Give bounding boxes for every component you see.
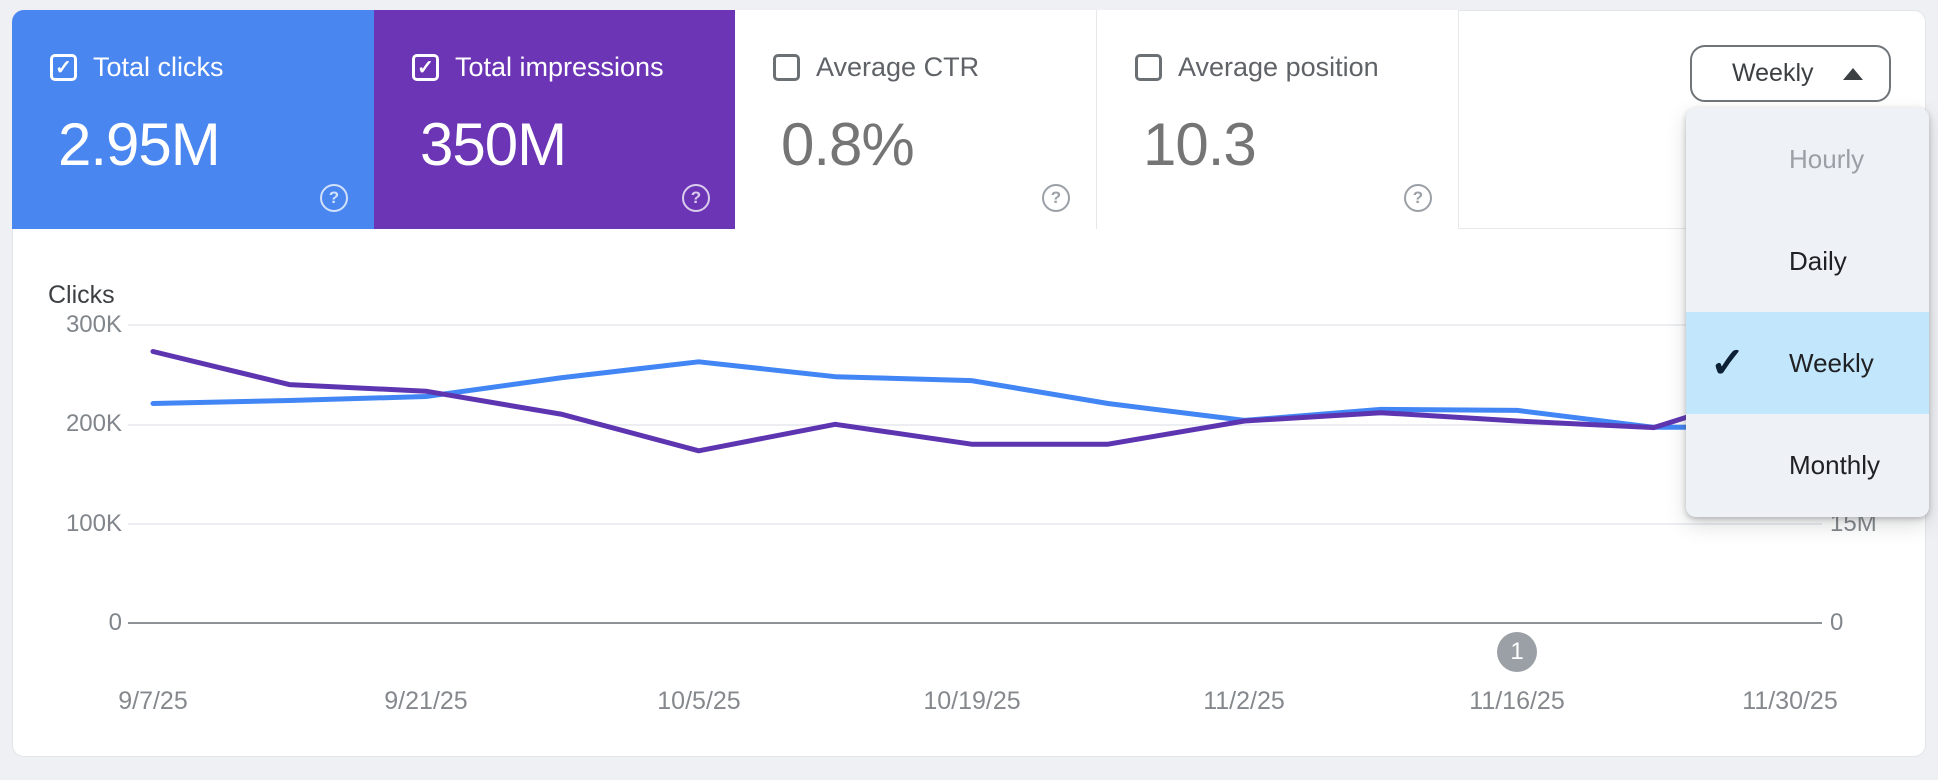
x-tick-0: 9/7/25 [118, 687, 188, 715]
x-tick-3: 10/19/25 [923, 687, 1021, 715]
x-axis-baseline [128, 622, 1822, 624]
help-icon[interactable]: ? [1404, 184, 1432, 212]
card-label: Total impressions [455, 52, 664, 82]
checkbox-average-position-unchecked[interactable] [1135, 54, 1162, 81]
menu-item-daily[interactable]: Daily [1686, 210, 1929, 312]
checkbox-total-clicks-checked[interactable]: ✓ [50, 54, 77, 81]
card-total-impressions[interactable]: ✓ Total impressions 350M ? [374, 10, 736, 229]
question-glyph: ? [1412, 188, 1424, 207]
gridline-100k [128, 523, 1822, 525]
question-glyph: ? [690, 188, 702, 207]
x-tick-2: 10/5/25 [657, 687, 741, 715]
checkbox-average-ctr-unchecked[interactable] [773, 54, 800, 81]
y-tick-0: 0 [108, 609, 122, 636]
menu-item-label: Hourly [1789, 143, 1865, 174]
card-total-clicks[interactable]: ✓ Total clicks 2.95M ? [12, 10, 374, 229]
gridline-200k [128, 424, 1822, 426]
gridline-300k [128, 324, 1822, 326]
y-tick-100k: 100K [65, 510, 122, 537]
menu-item-label: Daily [1789, 245, 1847, 276]
checkbox-total-impressions-checked[interactable]: ✓ [412, 54, 439, 81]
help-icon[interactable]: ? [320, 184, 348, 212]
help-icon[interactable]: ? [682, 184, 710, 212]
x-tick-5: 11/16/25 [1469, 687, 1565, 715]
y-tick-300k: 300K [65, 311, 122, 338]
check-icon: ✓ [1710, 339, 1746, 386]
annotation-marker-1[interactable]: 1 [1497, 632, 1537, 672]
average-position-value: 10.3 [1143, 111, 1257, 178]
granularity-menu: Hourly Daily ✓ Weekly Monthly [1686, 108, 1929, 517]
y-axis-title: Clicks [48, 281, 115, 309]
question-glyph: ? [1050, 188, 1062, 207]
question-glyph: ? [328, 188, 340, 207]
menu-item-hourly[interactable]: Hourly [1686, 108, 1929, 210]
total-clicks-value: 2.95M [58, 111, 221, 178]
x-tick-6: 11/30/25 [1742, 687, 1838, 715]
card-label: Average position [1178, 52, 1379, 82]
granularity-selected-label: Weekly [1732, 59, 1814, 87]
help-icon[interactable]: ? [1042, 184, 1070, 212]
average-ctr-value: 0.8% [781, 111, 915, 178]
menu-item-weekly[interactable]: ✓ Weekly [1686, 312, 1929, 414]
card-label: Total clicks [93, 52, 224, 82]
card-label: Average CTR [816, 52, 980, 82]
y-tick-200k: 200K [65, 410, 122, 437]
x-tick-1: 9/21/25 [384, 687, 468, 715]
card-average-ctr[interactable]: Average CTR 0.8% ? [735, 10, 1097, 229]
menu-item-label: Weekly [1789, 347, 1874, 378]
menu-item-monthly[interactable]: Monthly [1686, 414, 1929, 516]
card-average-position[interactable]: Average position 10.3 ? [1097, 10, 1459, 229]
total-impressions-value: 350M [420, 111, 567, 178]
y-tick-right-0: 0 [1830, 609, 1844, 636]
menu-item-label: Monthly [1789, 449, 1881, 480]
x-tick-4: 11/2/25 [1203, 687, 1285, 715]
chevron-up-icon [1843, 67, 1863, 80]
granularity-dropdown-button[interactable]: Weekly [1690, 45, 1891, 102]
